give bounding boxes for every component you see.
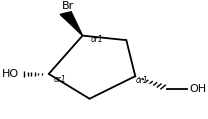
Text: HO: HO (2, 69, 19, 79)
Polygon shape (60, 12, 83, 36)
Text: or1: or1 (54, 74, 66, 84)
Text: or1: or1 (90, 35, 103, 44)
Text: OH: OH (189, 84, 206, 94)
Text: Br: Br (62, 1, 74, 11)
Text: or1: or1 (135, 76, 148, 85)
